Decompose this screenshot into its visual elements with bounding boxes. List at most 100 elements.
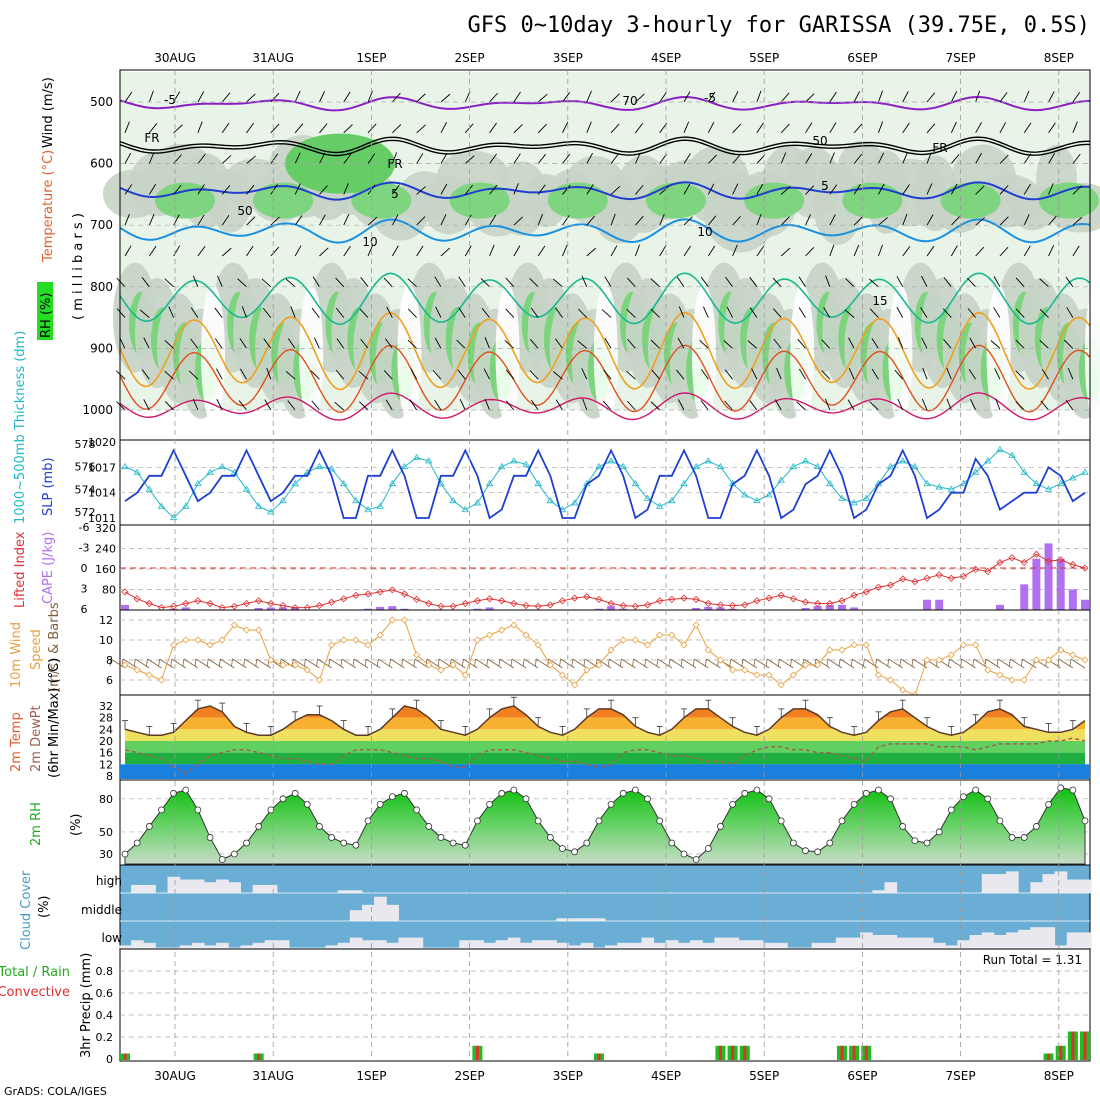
cloud-bar-middle xyxy=(361,904,375,921)
lifted-index-marker xyxy=(692,595,700,603)
wind-barb xyxy=(264,399,272,411)
wind10m-marker xyxy=(121,661,129,669)
wind10m-marker xyxy=(1020,676,1028,684)
wind-barb xyxy=(311,307,320,318)
wind-barb xyxy=(943,339,952,349)
wind-barb xyxy=(270,123,280,134)
lifted-index-marker xyxy=(315,602,323,610)
wind-barb xyxy=(188,370,199,380)
wind-barb xyxy=(869,308,879,318)
wind-barb xyxy=(1072,153,1081,164)
wind-barb xyxy=(756,90,762,103)
wind10m-marker xyxy=(473,636,481,644)
wind-barb xyxy=(926,152,932,164)
wind-barb xyxy=(416,124,426,134)
rh2m-marker xyxy=(644,795,651,803)
wind10m-marker xyxy=(887,676,895,684)
wind-barb xyxy=(829,244,835,257)
lifted-index-marker xyxy=(826,599,834,608)
wind10m-barb-flag xyxy=(948,658,950,667)
wind10m-marker xyxy=(461,671,469,679)
thickness-marker xyxy=(133,468,141,475)
lifted-index-marker xyxy=(947,574,955,582)
wind-barb xyxy=(1039,278,1049,288)
cloud-bar-high xyxy=(228,882,241,893)
thickness-marker xyxy=(741,491,749,498)
wind-barb xyxy=(1015,277,1025,288)
lifted-index-marker xyxy=(959,572,968,580)
wind-barb xyxy=(853,123,863,134)
wind10m-barb xyxy=(706,658,721,669)
label-wind: Wind (m/s) xyxy=(41,77,56,148)
wind-barb xyxy=(173,124,183,134)
wind10m-barb xyxy=(815,658,831,669)
li-tick-label: 6 xyxy=(81,603,88,616)
lifted-index-marker xyxy=(716,601,725,609)
wind-barb xyxy=(319,90,326,103)
lifted-index-marker xyxy=(1044,557,1053,565)
wind-barb xyxy=(192,275,199,287)
rh2m-marker xyxy=(862,789,870,797)
precip-conv-bar xyxy=(597,1053,601,1060)
wind10m-marker xyxy=(862,641,870,649)
wind-barb xyxy=(999,216,1009,226)
wind-barb xyxy=(878,152,884,164)
wind-barb xyxy=(975,90,981,103)
wind-barb xyxy=(408,308,417,318)
wind-barb xyxy=(798,276,806,288)
rh-dry-gap xyxy=(495,284,520,425)
wind-barb xyxy=(942,308,952,318)
wind10m-marker xyxy=(947,651,955,659)
temp-band xyxy=(125,717,1085,730)
wind-barb xyxy=(386,306,393,318)
lifted-index-marker xyxy=(230,602,238,610)
wind-barb xyxy=(143,399,150,411)
rh2m-marker xyxy=(1032,823,1040,830)
wind-barb xyxy=(950,245,958,257)
wind-barb xyxy=(358,370,369,380)
wind-barb xyxy=(262,307,272,318)
thickness-marker xyxy=(911,462,919,470)
wind-barb xyxy=(805,122,813,134)
wind-barb xyxy=(1041,368,1049,380)
wind10m-barb xyxy=(171,658,186,669)
cloud-bar-middle xyxy=(568,918,582,921)
wind-barb xyxy=(610,245,618,257)
wind10m-panel: 12 10 8 6 xyxy=(99,609,1091,699)
top-date-label: 30AUG xyxy=(154,51,196,65)
wind-barb xyxy=(683,153,691,164)
thickness-marker xyxy=(327,465,336,472)
wind-barb xyxy=(1039,339,1049,349)
rh2m-marker xyxy=(692,856,700,863)
wind-barb xyxy=(246,184,255,195)
wind-barb xyxy=(969,337,977,349)
wind10m-barb xyxy=(256,658,272,669)
precip-conv-bar xyxy=(743,1045,747,1060)
wind-barb xyxy=(124,91,133,103)
cloud-bar-low xyxy=(714,937,728,948)
wind10m-barb-flag xyxy=(656,658,659,667)
wind-barb xyxy=(707,215,717,226)
wind10m-barb-flag xyxy=(729,658,732,667)
cape-tick-label: 320 xyxy=(95,522,116,535)
wind-barb xyxy=(270,153,279,164)
wind10m-marker xyxy=(838,646,846,654)
cloud-bars xyxy=(118,871,1092,949)
wind-barb xyxy=(434,399,442,411)
wind-barb xyxy=(221,155,232,164)
thickness-marker xyxy=(923,479,931,487)
wind-barb xyxy=(699,339,709,349)
cloud-bar-high xyxy=(191,879,205,893)
contour-minus5 xyxy=(119,95,1091,112)
wind-barb xyxy=(531,399,539,411)
lifted-index-marker xyxy=(680,594,688,602)
wind10m-barb-flag xyxy=(850,658,853,667)
wind10m-marker xyxy=(534,641,542,649)
wind10m-barb-flag xyxy=(583,658,586,667)
wind10m-barb xyxy=(900,658,916,669)
wind-barb xyxy=(943,277,952,288)
wind10m-marker xyxy=(133,666,141,674)
wind-barb xyxy=(1023,183,1031,195)
wind10m-marker xyxy=(157,676,166,684)
temp-band xyxy=(125,706,1085,718)
